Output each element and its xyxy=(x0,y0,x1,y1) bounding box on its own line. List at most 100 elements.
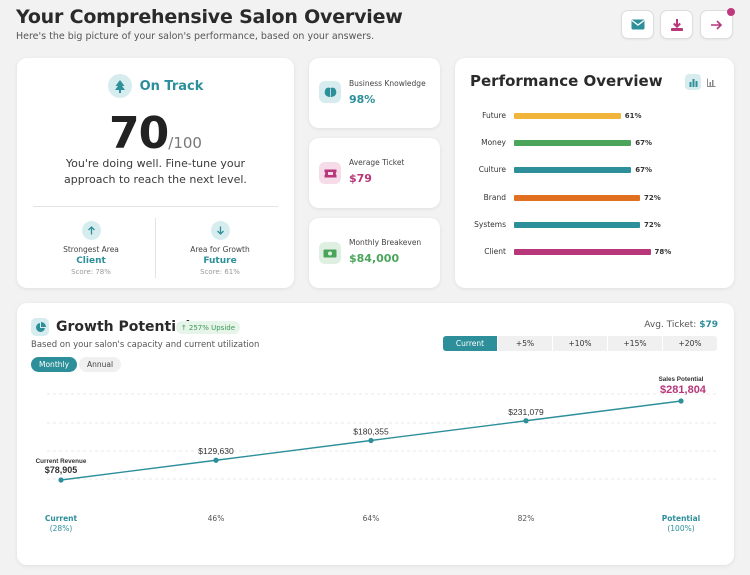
bar-value: 67% xyxy=(635,139,653,148)
arrow-right-icon xyxy=(711,19,723,30)
growth-subtitle: Based on your salon's capacity and curre… xyxy=(31,340,260,350)
performance-card: Performance Overview Future 61% Money 67% Cu… xyxy=(455,58,734,288)
performance-bar xyxy=(514,113,621,119)
ticket-icon xyxy=(319,162,341,184)
pie-chart-icon xyxy=(31,318,49,336)
arrow-up-icon: ↑ xyxy=(181,323,187,332)
period-annual[interactable]: Annual xyxy=(79,357,122,372)
data-label: $180,355 xyxy=(353,426,389,436)
avg-ticket-label: Avg. Ticket: xyxy=(644,320,697,330)
brain-icon xyxy=(319,81,341,103)
kpi-card-average-ticket: Average Ticket $79 xyxy=(309,138,440,208)
growth-title: Growth Potential xyxy=(56,319,191,335)
data-label: $281,804 xyxy=(660,384,707,396)
notification-dot xyxy=(727,8,735,16)
tree-icon xyxy=(107,74,132,98)
growth-area: Area for Growth Future Score: 61% xyxy=(160,221,280,276)
bar-label: Money xyxy=(481,138,506,148)
performance-bar xyxy=(514,249,651,255)
bar-value: 72% xyxy=(644,193,661,202)
bar-label: Systems xyxy=(474,219,506,229)
download-icon xyxy=(670,18,683,31)
kpi-label: Average Ticket xyxy=(349,158,405,167)
strongest-area-score: Score: 78% xyxy=(71,268,111,276)
divider xyxy=(33,206,278,207)
kpi-value: $84,000 xyxy=(349,252,400,265)
data-point[interactable] xyxy=(213,457,219,463)
page-title: Your Comprehensive Salon Overview xyxy=(16,6,403,28)
performance-title: Performance Overview xyxy=(470,72,663,90)
status-label: On Track xyxy=(139,78,204,94)
avg-ticket: Avg. Ticket: $79 xyxy=(644,320,718,330)
x-tick-sublabel: (100%) xyxy=(667,524,695,533)
bar-value: 61% xyxy=(624,112,642,120)
page-subtitle: Here's the big picture of your salon's p… xyxy=(16,31,375,42)
performance-bar xyxy=(514,194,640,201)
bar-value: 78% xyxy=(654,248,672,256)
performance-bar xyxy=(514,167,632,174)
bar-label: Brand xyxy=(483,192,506,202)
strongest-area: Strongest Area Client Score: 78% xyxy=(31,221,151,276)
upside-text: 257% Upside xyxy=(188,323,236,332)
scenario-plus-20[interactable]: +20% xyxy=(663,336,717,351)
bar-label: Future xyxy=(482,111,506,120)
score-value: 70 xyxy=(109,108,169,159)
current-revenue-label: Current Revenue xyxy=(36,458,87,465)
scenario-plus-10[interactable]: +10% xyxy=(553,336,607,351)
bar-value: 67% xyxy=(635,166,653,175)
growth-area-score: Score: 61% xyxy=(200,268,240,276)
x-tick-label: 64% xyxy=(362,514,380,523)
arrow-down-icon xyxy=(210,221,230,240)
bar-chart-icon xyxy=(689,78,697,87)
download-button[interactable] xyxy=(660,10,693,39)
kpi-label: Business Knowledge xyxy=(349,79,426,88)
data-label: $78,905 xyxy=(45,465,78,475)
x-tick-label: 46% xyxy=(207,514,225,523)
divider xyxy=(155,218,156,278)
strongest-area-value: Client xyxy=(76,256,106,266)
bar-value: 72% xyxy=(644,220,661,229)
cash-icon xyxy=(319,242,341,264)
sales-potential-label: Sales Potential xyxy=(659,376,704,383)
kpi-value: $79 xyxy=(349,172,372,185)
avg-ticket-value: $79 xyxy=(699,320,718,330)
x-tick-label: 82% xyxy=(517,514,535,523)
growth-chart: $78,905 $129,630 $180,355 $231,079 $281,804 C… xyxy=(36,376,717,483)
scenario-plus-15[interactable]: +15% xyxy=(608,336,662,351)
performance-bar xyxy=(514,140,632,147)
x-tick-label: Current (28%) xyxy=(21,514,101,534)
kpi-value: 98% xyxy=(349,93,376,106)
kpi-card-business-knowledge: Business Knowledge 98% xyxy=(309,58,440,128)
x-tick-label: Potential (100%) xyxy=(641,514,721,534)
score-message: You're doing well. Fine-tune your approa… xyxy=(64,157,247,186)
bar-view-toggle[interactable] xyxy=(685,74,701,90)
scenario-current[interactable]: Current xyxy=(443,336,497,351)
next-button[interactable] xyxy=(700,8,735,39)
performance-bar xyxy=(514,221,640,228)
strongest-area-label: Strongest Area xyxy=(63,245,119,254)
kpi-label: Monthly Breakeven xyxy=(349,238,422,247)
column-view-toggle[interactable] xyxy=(703,74,719,90)
upside-badge: ↑ 257% Upside xyxy=(176,321,241,334)
data-point[interactable] xyxy=(678,398,684,404)
growth-area-label: Area for Growth xyxy=(190,245,250,254)
email-button[interactable] xyxy=(621,10,654,39)
score-card: On Track 70/100 You're doing well. Fine-… xyxy=(17,58,294,288)
bar-label: Client xyxy=(484,247,506,256)
bar-label: Culture xyxy=(478,165,506,175)
period-monthly[interactable]: Monthly xyxy=(31,357,78,372)
data-point[interactable] xyxy=(368,437,374,444)
mail-icon xyxy=(631,19,644,30)
scenario-plus-5[interactable]: +5% xyxy=(498,336,552,351)
data-label: $129,630 xyxy=(198,446,234,456)
growth-card: Growth Potential ↑ 257% Upside Based on y… xyxy=(17,303,734,565)
data-point[interactable] xyxy=(58,477,64,483)
x-tick-sublabel: (28%) xyxy=(49,524,73,533)
kpi-card-monthly-breakeven: Monthly Breakeven $84,000 xyxy=(309,218,440,288)
score-max: /100 xyxy=(168,134,202,152)
data-label: $231,079 xyxy=(508,407,544,417)
data-point[interactable] xyxy=(523,418,529,424)
arrow-up-icon xyxy=(81,221,101,240)
column-chart-icon xyxy=(706,78,715,87)
growth-area-value: Future xyxy=(203,256,237,266)
